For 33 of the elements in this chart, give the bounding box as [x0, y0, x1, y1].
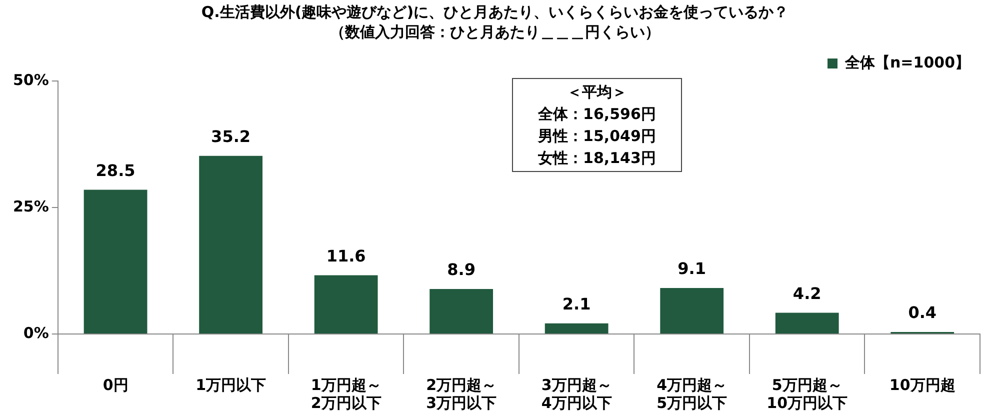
annotation: ＜平均＞	[566, 82, 628, 103]
x-tick-label: 10万円超	[889, 376, 956, 394]
annotation: 女性：18,143円	[537, 148, 657, 169]
x-tick-label: 1万円以下	[196, 376, 266, 394]
y-tick-label: 25%	[12, 197, 49, 216]
legend-label: 全体【n=1000】	[844, 53, 970, 72]
bar	[660, 288, 724, 334]
bar	[430, 288, 494, 334]
x-tick-label: 4万円超～ 5万円以下	[656, 376, 728, 412]
data-label: 11.6	[326, 246, 366, 266]
annotation: 全体：16,596円	[536, 104, 657, 125]
data-label: 9.1	[678, 259, 706, 278]
x-tick-label: 5万円超～ 10万円以下	[766, 376, 848, 412]
chart-subtitle: （数値入力回答：ひと月あたり＿＿＿円くらい）	[330, 22, 660, 41]
x-tick-label: 0円	[102, 376, 128, 394]
bar	[544, 323, 608, 334]
bar	[314, 275, 378, 334]
bar	[84, 190, 148, 334]
y-tick-label: 50%	[12, 70, 49, 89]
x-tick-label: 2万円超～ 3万円以下	[426, 376, 497, 412]
bar	[199, 156, 262, 334]
bar	[775, 312, 839, 334]
annotation: 男性：15,049円	[536, 126, 657, 147]
x-tick-label: 3万円超～ 4万円以下	[541, 376, 612, 412]
data-label: 4.2	[792, 284, 822, 303]
data-label: 8.9	[447, 260, 476, 280]
data-label: 0.4	[908, 303, 937, 322]
y-tick-label: 0%	[23, 324, 49, 342]
data-label: 28.5	[96, 160, 136, 180]
chart-title: Q.生活費以外(趣味や遊びなど)に、ひと月あたり、いくらくらいお金を使っているか？	[201, 2, 789, 21]
x-tick-label: 1万円超～ 2万円以下	[310, 376, 382, 412]
data-label: 2.1	[562, 294, 591, 314]
data-label: 35.2	[211, 127, 251, 146]
